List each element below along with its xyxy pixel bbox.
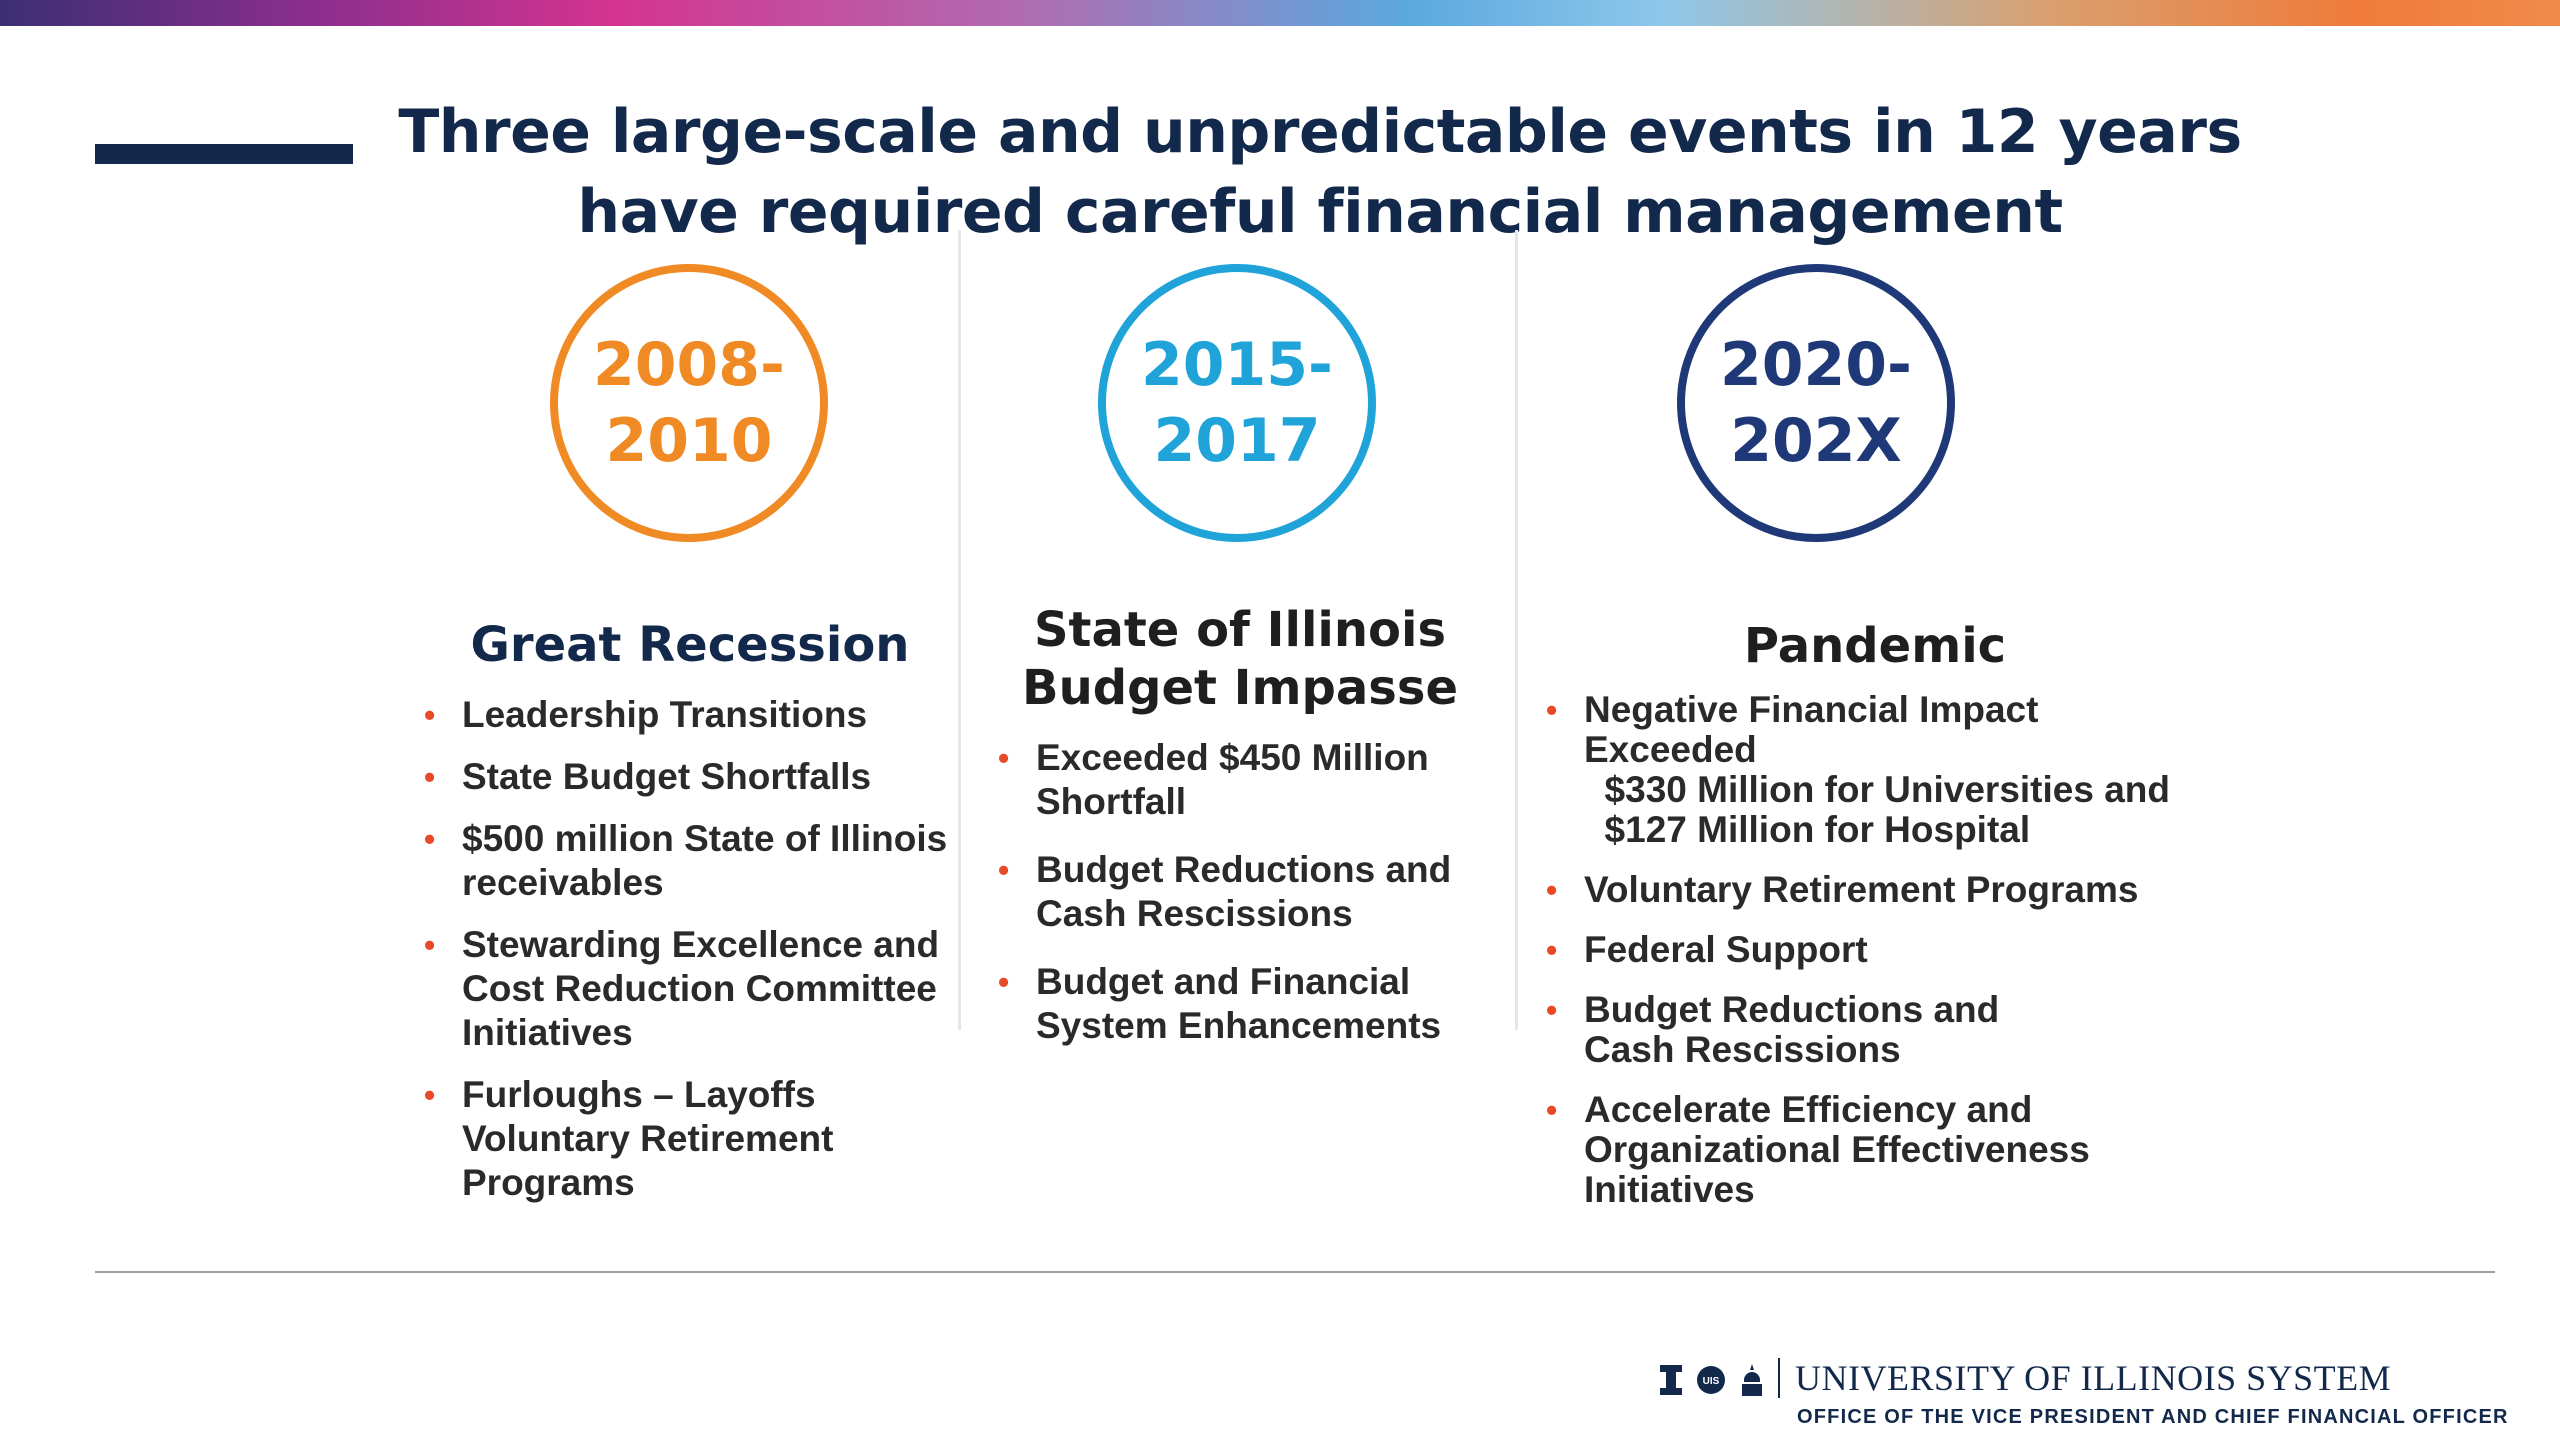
bullet-item: Voluntary Retirement Programs (1546, 869, 2246, 911)
bullet-line: $330 Million for Universities and (1584, 769, 2171, 810)
column-divider-1 (958, 230, 961, 1030)
circle-year-end: 202X (1730, 406, 1902, 476)
bullet-line: Federal Support (1584, 929, 1868, 970)
bullet-line: Exceeded (1584, 729, 1757, 770)
period-circle-2015-2017: 2015- 2017 (1098, 264, 1376, 542)
uis-seal-icon: UIS (1697, 1366, 1725, 1394)
heading-line: Great Recession (470, 617, 910, 673)
column-divider-2 (1515, 230, 1518, 1030)
svg-text:UIS: UIS (1703, 1376, 1720, 1387)
heading-line: Pandemic (1743, 618, 2007, 674)
bullet-line: Exceeded $450 Million (1036, 737, 1429, 778)
slide-title-line2: have required careful financial manageme… (577, 177, 2063, 247)
bullet-line: Initiatives (462, 1012, 633, 1053)
top-gradient-bar (0, 0, 2560, 26)
bullet-item: Accelerate Efficiency andOrganizational … (1546, 1090, 2246, 1210)
bullet-line: Cash Rescissions (1584, 1029, 1901, 1070)
bullet-line: Accelerate Efficiency and (1584, 1089, 2033, 1130)
period-circle-2008-2010: 2008- 2010 (550, 264, 828, 542)
bullet-item: Leadership Transitions (424, 693, 964, 737)
footer-rule (95, 1271, 2495, 1273)
bullet-line: Organizational Effectiveness (1584, 1129, 2090, 1170)
bullet-line: Voluntary Retirement Programs (1584, 869, 2139, 910)
title-accent-dash (95, 144, 353, 164)
bullet-line: receivables (462, 862, 664, 903)
slide-title: Three large-scale and unpredictable even… (360, 92, 2280, 252)
bullet-line: Voluntary Retirement (462, 1118, 834, 1159)
bullet-list-great-recession: Leadership Transitions State Budget Short… (424, 693, 964, 1205)
bullet-item: $500 million State of Illinoisreceivable… (424, 817, 964, 905)
bullet-line: $500 million State of Illinois (462, 818, 948, 859)
heading-great-recession: Great Recession (430, 616, 950, 674)
period-circle-2020-202x: 2020- 202X (1677, 264, 1955, 542)
bullet-line: Budget Reductions and (1584, 989, 2000, 1030)
heading-budget-impasse: State of Illinois Budget Impasse (990, 601, 1490, 717)
heading-line: State of Illinois (1033, 602, 1447, 658)
footer-separator (1778, 1358, 1780, 1398)
circle-year-end: 2010 (605, 406, 773, 476)
bullet-line: System Enhancements (1036, 1005, 1442, 1046)
circle-year-end: 2017 (1153, 406, 1321, 476)
heading-pandemic: Pandemic (1650, 617, 2100, 675)
university-system-name: UNIVERSITY OF ILLINOIS SYSTEM (1795, 1358, 2392, 1398)
bullet-line: Budget Reductions and (1036, 849, 1452, 890)
bullet-line: Cost Reduction Committee (462, 968, 937, 1009)
bullet-line: Negative Financial Impact (1584, 689, 2039, 730)
circle-year-start: 2015- (1141, 330, 1333, 400)
bullet-line: Leadership Transitions (462, 694, 868, 735)
bullet-line: Programs (462, 1162, 635, 1203)
bullet-item: Federal Support (1546, 929, 2246, 971)
footer-logo-icons: UIS (1660, 1364, 1764, 1396)
uic-dome-icon (1742, 1364, 1762, 1396)
bullet-line: Initiatives (1584, 1169, 1755, 1210)
bullet-line: Stewarding Excellence and (462, 924, 940, 965)
bullet-line: Furloughs – Layoffs (462, 1074, 816, 1115)
heading-line: Budget Impasse (1021, 660, 1458, 716)
bullet-line: Cash Rescissions (1036, 893, 1353, 934)
bullet-item: State Budget Shortfalls (424, 755, 964, 799)
block-i-icon (1660, 1365, 1682, 1395)
bullet-line: $127 Million for Hospital (1584, 809, 2031, 850)
bullet-line: State Budget Shortfalls (462, 756, 872, 797)
bullet-line: Budget and Financial (1036, 961, 1411, 1002)
slide-title-line1: Three large-scale and unpredictable even… (398, 97, 2242, 167)
bullet-line: Shortfall (1036, 781, 1187, 822)
circle-year-start: 2020- (1720, 330, 1912, 400)
circle-year-start: 2008- (593, 330, 785, 400)
cfo-office-name: OFFICE OF THE VICE PRESIDENT AND CHIEF F… (1797, 1406, 2509, 1428)
